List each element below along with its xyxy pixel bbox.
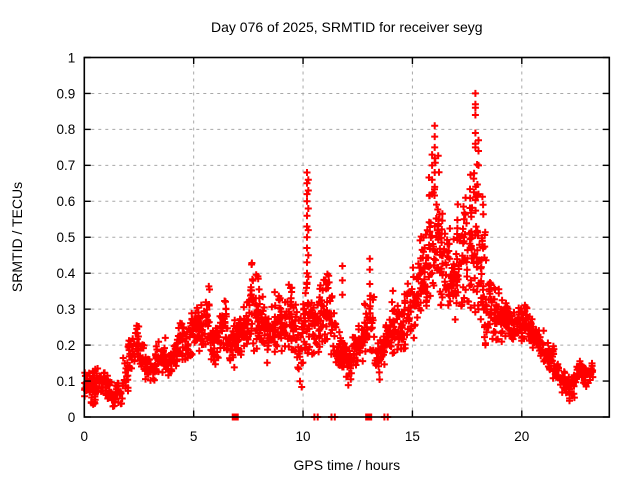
x-axis-label: GPS time / hours xyxy=(294,457,401,473)
plot-frame xyxy=(83,56,611,418)
x-tick-label: 5 xyxy=(190,429,198,444)
y-tick-label: 0.6 xyxy=(57,194,76,209)
axis-labels-layer: Day 076 of 2025, SRMTID for receiver sey… xyxy=(9,19,529,473)
chart-title: Day 076 of 2025, SRMTID for receiver sey… xyxy=(211,19,483,35)
scatter-points xyxy=(81,89,597,421)
y-tick-label: 0.4 xyxy=(57,266,76,281)
y-tick-label: 0.2 xyxy=(57,338,76,353)
x-tick-label: 15 xyxy=(405,429,420,444)
y-axis-label: SRMTID / TECUs xyxy=(9,182,25,292)
y-tick-label: 0.8 xyxy=(57,122,76,137)
y-tick-label: 0.1 xyxy=(57,374,76,389)
y-tick-label: 1 xyxy=(68,50,76,65)
y-tick-label: 0.7 xyxy=(57,158,76,173)
x-tick-label: 20 xyxy=(514,429,529,444)
scatter-series-layer xyxy=(81,89,597,421)
y-tick-label: 0.5 xyxy=(57,230,76,245)
x-tick-label: 0 xyxy=(81,429,89,444)
y-tick-label: 0.3 xyxy=(57,302,76,317)
y-tick-label: 0 xyxy=(68,410,76,425)
y-tick-label: 0.9 xyxy=(57,86,76,101)
x-tick-label: 10 xyxy=(296,429,311,444)
